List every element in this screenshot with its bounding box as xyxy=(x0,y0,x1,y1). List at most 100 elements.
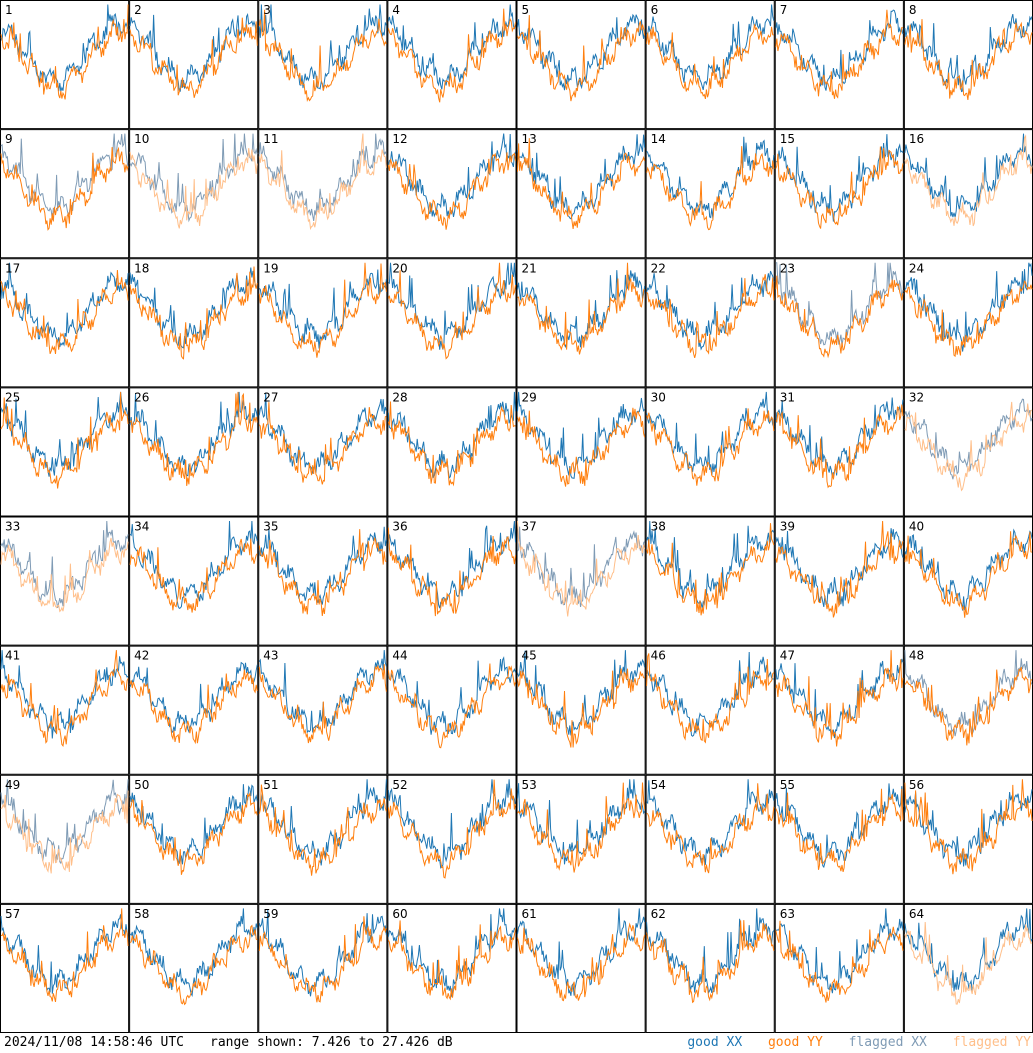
panel-number: 38 xyxy=(651,520,666,534)
series-line xyxy=(517,520,646,617)
panel-frame xyxy=(516,903,646,1033)
series-line xyxy=(517,262,645,355)
series-line xyxy=(775,146,904,229)
series-line xyxy=(0,262,129,348)
series-line xyxy=(904,531,1033,618)
panel-frame xyxy=(129,258,259,388)
panel: 26 xyxy=(129,387,259,517)
panel: 56 xyxy=(903,774,1033,904)
panel: 35 xyxy=(258,516,388,646)
panel-frame xyxy=(774,0,904,130)
panel-number: 34 xyxy=(134,520,149,534)
panel-frame xyxy=(129,0,259,130)
series-line xyxy=(775,404,904,489)
series-line xyxy=(258,392,387,474)
series-line xyxy=(904,262,1033,352)
panel-number: 51 xyxy=(263,778,278,792)
panel-number: 44 xyxy=(392,649,407,663)
series-line xyxy=(258,262,387,358)
series-line xyxy=(387,920,516,1001)
panel-frame xyxy=(387,258,517,388)
series-line xyxy=(129,520,258,610)
panel-number: 52 xyxy=(392,778,407,792)
panel-number: 24 xyxy=(909,261,924,275)
panel-frame xyxy=(129,516,259,646)
panel-frame xyxy=(0,774,130,904)
panel-number: 41 xyxy=(5,649,20,663)
panel: 43 xyxy=(258,645,388,775)
panel: 24 xyxy=(903,258,1033,388)
panel-frame xyxy=(129,903,259,1033)
series-line xyxy=(904,280,1033,358)
panel: 13 xyxy=(516,129,646,259)
panel-number: 3 xyxy=(263,3,271,17)
panel-number: 16 xyxy=(909,132,924,146)
series-line xyxy=(129,391,258,477)
panel-frame xyxy=(903,645,1033,775)
panel-number: 25 xyxy=(5,390,20,404)
panel: 1 xyxy=(0,0,130,130)
panel-frame xyxy=(129,129,259,259)
panel-number: 15 xyxy=(780,132,795,146)
panel-number: 42 xyxy=(134,649,149,663)
panel: 62 xyxy=(645,903,775,1033)
panel-frame xyxy=(258,516,388,646)
series-line xyxy=(387,391,516,479)
series-line xyxy=(904,666,1033,746)
series-line xyxy=(646,24,774,100)
panel: 40 xyxy=(903,516,1033,646)
series-line xyxy=(129,538,258,613)
series-line xyxy=(517,779,646,865)
panel: 20 xyxy=(387,258,517,388)
panel: 38 xyxy=(645,516,775,646)
panel-number: 33 xyxy=(5,520,20,534)
series-line xyxy=(0,391,129,477)
panel-number: 28 xyxy=(392,390,407,404)
series-line xyxy=(387,8,516,103)
series-line xyxy=(0,908,129,1003)
series-line xyxy=(646,274,775,359)
series-line xyxy=(258,916,387,1003)
legend-good-yy: good YY xyxy=(767,1035,823,1050)
panel: 31 xyxy=(774,387,904,517)
panel-frame xyxy=(645,387,775,517)
panel: 36 xyxy=(387,516,517,646)
panel: 42 xyxy=(129,645,259,775)
panel-frame xyxy=(258,258,388,388)
series-line xyxy=(904,779,1033,875)
panel: 61 xyxy=(516,903,646,1033)
panel-frame xyxy=(387,774,517,904)
series-line xyxy=(0,4,129,92)
panel: 45 xyxy=(516,645,646,775)
panel-frame xyxy=(0,516,130,646)
panel-frame xyxy=(387,129,517,259)
panel-frame xyxy=(516,258,646,388)
series-line xyxy=(904,401,1033,492)
panel-frame xyxy=(0,645,130,775)
series-line xyxy=(646,146,775,231)
series-line xyxy=(775,908,904,994)
panel: 47 xyxy=(774,645,904,775)
panel-frame xyxy=(258,0,388,130)
panel: 59 xyxy=(258,903,388,1033)
panel: 60 xyxy=(387,903,517,1033)
panel: 12 xyxy=(387,129,517,259)
series-line xyxy=(904,921,1033,1005)
series-line xyxy=(129,17,258,98)
panel-frame xyxy=(774,516,904,646)
panel: 34 xyxy=(129,516,259,646)
panel-frame xyxy=(516,129,646,259)
panel-number: 49 xyxy=(5,778,20,792)
panel-number: 46 xyxy=(651,649,666,663)
panel-frame xyxy=(387,516,517,646)
panel-frame xyxy=(516,516,646,646)
panel-frame xyxy=(387,387,517,517)
series-line xyxy=(0,790,129,874)
series-line xyxy=(258,133,387,231)
series-line xyxy=(387,401,516,487)
panel-number: 54 xyxy=(651,778,666,792)
panel-number: 5 xyxy=(522,3,530,17)
series-line xyxy=(0,650,129,747)
series-line xyxy=(517,391,646,479)
